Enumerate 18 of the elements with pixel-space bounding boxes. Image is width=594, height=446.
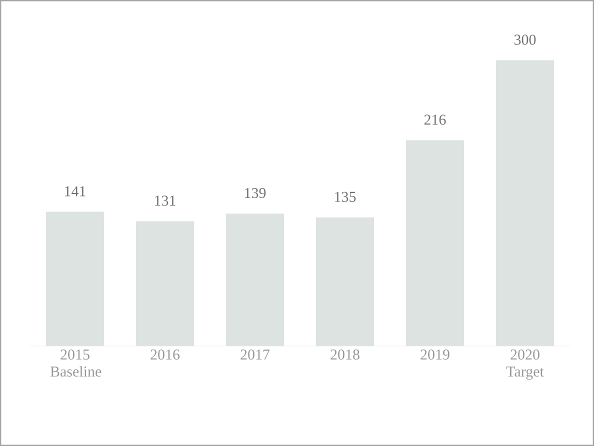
x-tick-label: 2019 xyxy=(420,350,450,360)
data-label: 135 xyxy=(335,192,356,202)
data-label: 139 xyxy=(245,188,266,198)
bar xyxy=(316,217,374,346)
bar xyxy=(136,221,194,346)
bar xyxy=(46,212,104,346)
bar xyxy=(406,140,464,346)
x-tick-label: 2020 Target xyxy=(506,350,544,380)
data-label: 131 xyxy=(155,196,176,206)
data-label: 300 xyxy=(514,34,536,45)
x-tick-label: 2015 Baseline xyxy=(50,350,102,377)
x-tick-label: 2017 xyxy=(240,350,270,360)
bar xyxy=(226,214,284,346)
data-label: 216 xyxy=(424,114,446,125)
x-tick-label: 2016 xyxy=(150,350,180,360)
data-label: 141 xyxy=(65,186,86,196)
x-tick-label: 2018 xyxy=(330,350,360,360)
bar xyxy=(496,60,554,346)
